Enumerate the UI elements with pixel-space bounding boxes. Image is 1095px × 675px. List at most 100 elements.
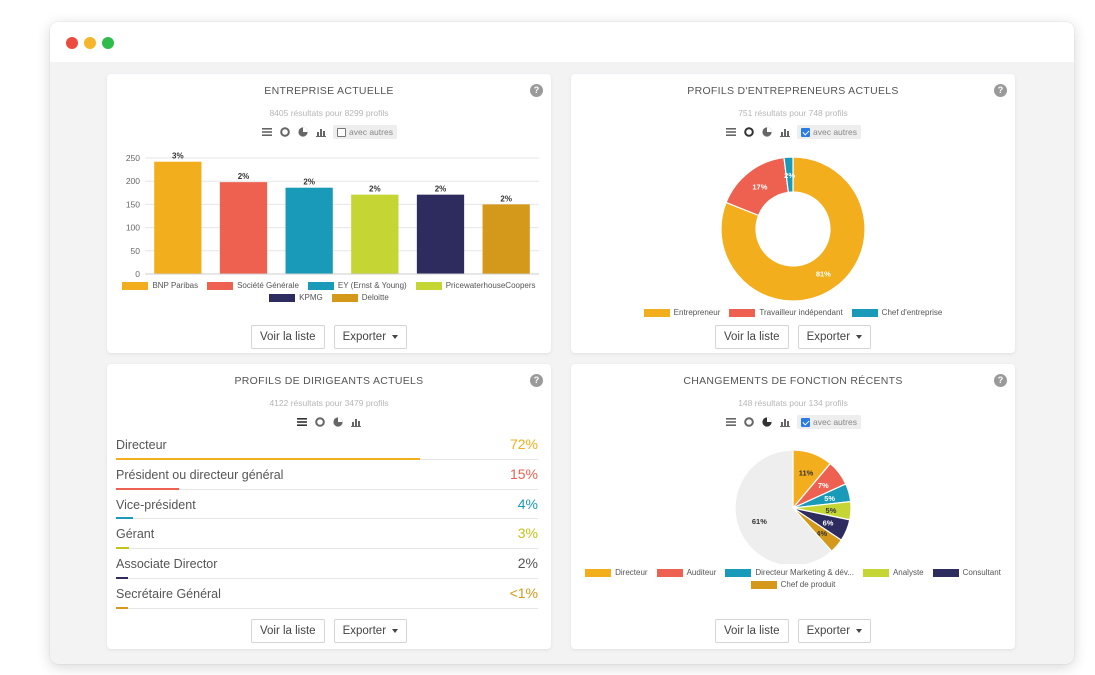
donut-legend-item[interactable]: Travailleur indépendant: [729, 308, 843, 317]
help-icon[interactable]: ?: [530, 374, 543, 387]
voir-la-liste-button[interactable]: Voir la liste: [714, 325, 789, 349]
bar-view-icon[interactable]: [350, 416, 362, 428]
bar-legend-item[interactable]: Deloitte: [331, 293, 389, 302]
minimize-window-button[interactable]: [84, 37, 96, 49]
help-icon[interactable]: ?: [994, 374, 1007, 387]
pie-legend-item[interactable]: Chef de produit: [750, 580, 836, 589]
bar[interactable]: [482, 204, 530, 274]
list-view-icon[interactable]: [261, 126, 273, 138]
exporter-button[interactable]: Exporter: [333, 325, 408, 349]
avec-autres-checkbox[interactable]: [337, 127, 347, 137]
dirigeant-row[interactable]: Secrétaire Général <1%: [116, 579, 538, 609]
donut-data-label: 17%: [752, 182, 767, 191]
bar[interactable]: [154, 161, 202, 274]
pie-legend-item[interactable]: Auditeur: [656, 568, 716, 577]
dirigeant-row[interactable]: Gérant 3%: [116, 519, 538, 550]
pie-legend-item[interactable]: Directeur: [585, 568, 648, 577]
close-window-button[interactable]: [66, 37, 78, 49]
voir-la-liste-button[interactable]: Voir la liste: [714, 619, 789, 643]
donut-view-icon[interactable]: [279, 126, 291, 138]
dirigeant-progress-bar: [116, 487, 180, 490]
bar-legend-item[interactable]: EY (Ernst & Young): [307, 281, 407, 290]
bar[interactable]: [219, 182, 268, 274]
donut-legend-item[interactable]: Chef d'entreprise: [851, 308, 943, 317]
bar-view-icon[interactable]: [779, 126, 791, 138]
list-view-icon[interactable]: [296, 416, 308, 428]
pie-data-label: 7%: [818, 481, 829, 490]
dirigeant-row[interactable]: Directeur 72%: [116, 430, 538, 460]
pie-data-label: 5%: [824, 494, 835, 503]
dirigeant-progress-bar: [116, 576, 128, 579]
list-view-icon[interactable]: [725, 126, 737, 138]
legend-swatch: [122, 281, 149, 290]
donut-view-icon[interactable]: [314, 416, 326, 428]
help-icon[interactable]: ?: [530, 84, 543, 97]
avec-autres-toggle[interactable]: avec autres: [797, 125, 861, 139]
exporter-button[interactable]: Exporter: [333, 619, 408, 643]
pie-legend-item[interactable]: Consultant: [932, 568, 1001, 577]
dirigeant-label: Secrétaire Général: [116, 586, 221, 601]
pie-legend-item[interactable]: Analyste: [862, 568, 924, 577]
dirigeant-progress-bar: [116, 517, 133, 520]
bar-legend-item[interactable]: BNP Paribas: [122, 281, 198, 290]
donut-data-label: 2%: [784, 171, 795, 180]
bar[interactable]: [416, 194, 465, 274]
pie-slice[interactable]: [734, 449, 833, 564]
bar-data-label: 2%: [435, 185, 447, 194]
bar-legend-item[interactable]: Société Générale: [207, 281, 299, 290]
voir-la-liste-button[interactable]: Voir la liste: [250, 619, 325, 643]
dirigeant-label: Gérant: [116, 527, 155, 542]
legend-swatch: [643, 308, 670, 317]
donut-chart: 81% 17% 2%: [720, 156, 866, 302]
panel-subtitle: 148 résultats pour 134 profils: [738, 398, 848, 408]
help-icon[interactable]: ?: [994, 84, 1007, 97]
bar-legend-item[interactable]: KPMG: [269, 293, 323, 302]
dirigeant-progress-bar: [116, 457, 420, 460]
legend-label: Directeur: [615, 568, 648, 577]
bar-data-label: 2%: [369, 185, 381, 194]
dirigeant-row[interactable]: Président ou directeur général 15%: [116, 460, 538, 490]
avec-autres-toggle[interactable]: avec autres: [797, 415, 861, 429]
caret-down-icon: [856, 629, 863, 633]
bar[interactable]: [351, 194, 399, 274]
pie-legend-item[interactable]: Directeur Marketing & dév...: [725, 568, 854, 577]
legend-label: Directeur Marketing & dév...: [755, 568, 854, 577]
bar-data-label: 2%: [238, 172, 250, 181]
bar-view-icon[interactable]: [779, 416, 791, 428]
pie-view-icon[interactable]: [761, 416, 773, 428]
dirigeant-row[interactable]: Vice-président 4%: [116, 490, 538, 520]
donut-slice[interactable]: [720, 156, 866, 302]
legend-label: Chef d'entreprise: [881, 308, 943, 317]
list-view-icon[interactable]: [725, 416, 737, 428]
legend-label: Entrepreneur: [673, 308, 721, 317]
voir-la-liste-button[interactable]: Voir la liste: [250, 325, 325, 349]
panel-profils-entrepreneurs: PROFILS D'ENTREPRENEURS ACTUELS ? 751 ré…: [571, 74, 1015, 353]
bar[interactable]: [285, 187, 333, 274]
maximize-window-button[interactable]: [102, 37, 114, 49]
bar-legend-item[interactable]: PricewaterhouseCoopers: [415, 281, 536, 290]
panel-subtitle: 4122 résultats pour 3479 profils: [269, 398, 389, 408]
exporter-button[interactable]: Exporter: [797, 325, 872, 349]
legend-label: Deloitte: [361, 293, 389, 302]
donut-legend-item[interactable]: Entrepreneur: [643, 308, 721, 317]
donut-view-icon[interactable]: [743, 416, 755, 428]
legend-swatch: [656, 568, 683, 577]
pie-view-icon[interactable]: [297, 126, 309, 138]
y-tick-label: 50: [131, 246, 141, 256]
pie-data-label: 61%: [752, 517, 767, 526]
bar-view-icon[interactable]: [315, 126, 327, 138]
avec-autres-toggle[interactable]: avec autres: [333, 125, 397, 139]
pie-view-icon[interactable]: [761, 126, 773, 138]
y-tick-label: 100: [126, 223, 140, 233]
legend-swatch: [862, 568, 889, 577]
legend-label: Chef de produit: [780, 580, 836, 589]
panel-changements-fonction: CHANGEMENTS DE FONCTION RÉCENTS ? 148 ré…: [571, 364, 1015, 649]
pie-view-icon[interactable]: [332, 416, 344, 428]
avec-autres-checkbox[interactable]: [801, 127, 811, 137]
avec-autres-checkbox[interactable]: [801, 417, 811, 427]
exporter-button[interactable]: Exporter: [797, 619, 872, 643]
donut-slice[interactable]: [783, 156, 794, 193]
donut-view-icon[interactable]: [743, 126, 755, 138]
avec-autres-label: avec autres: [813, 127, 857, 137]
dirigeant-row[interactable]: Associate Director 2%: [116, 549, 538, 579]
